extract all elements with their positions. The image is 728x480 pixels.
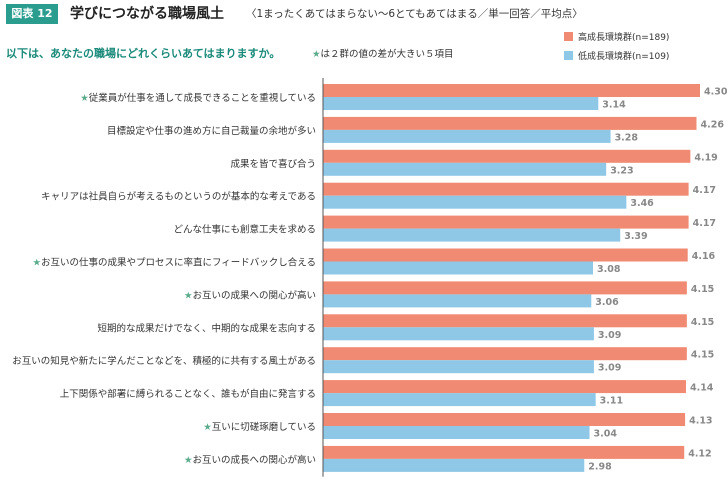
bar-low [323, 327, 594, 341]
category-text: 成果を皆で喜び合う [230, 158, 316, 170]
legend-item-high: 高成長環境群(n=189) [564, 30, 669, 43]
bar-low [323, 261, 594, 275]
category-label: 成果を皆で喜び合う [230, 158, 316, 170]
value-label-low: 3.39 [624, 231, 647, 242]
value-label-low: 2.98 [588, 461, 612, 472]
value-label-high: 4.17 [693, 218, 716, 229]
category-label: 短期的な成果だけでなく、中期的な成果を志向する [97, 322, 316, 334]
category-text: 目標設定や仕事の進め方に自己裁量の余地が多い [107, 125, 316, 137]
value-label-high: 4.26 [700, 119, 724, 130]
value-label-low: 3.08 [597, 264, 621, 275]
bar-low [323, 360, 594, 374]
value-label-low: 3.11 [600, 396, 623, 407]
value-label-low: 3.14 [602, 100, 626, 111]
bar-high [323, 149, 691, 163]
value-label-high: 4.16 [692, 251, 716, 262]
category-text: 上下関係や部署に縛られることなく、誰もが自由に発言する [60, 388, 316, 400]
star-icon: ★ [32, 258, 41, 269]
category-label: ★従業員が仕事を通して成長できることを重視している [80, 92, 316, 104]
category-label: ★互いに切磋琢磨している [203, 421, 316, 433]
category-text: 互いに切磋琢磨している [212, 421, 316, 433]
value-label-low: 3.06 [595, 297, 619, 308]
category-label: キャリアは社員自らが考えるものというのが基本的な考えである [41, 191, 316, 203]
legend-swatch-high [564, 32, 573, 41]
bar-high [323, 445, 685, 459]
category-label: ★お互いの成果への関心が高い [184, 289, 316, 301]
star-icon: ★ [184, 455, 193, 466]
bar-low [323, 162, 607, 176]
value-label-high: 4.15 [691, 284, 714, 295]
category-text: お互いの知見や新たに学んだことなどを、積極的に共有する風土がある [12, 355, 316, 367]
category-text: キャリアは社員自らが考えるものというのが基本的な考えである [41, 191, 316, 203]
chart-subtitle: 〈1まったくあてはまらない〜6とてもあてはまる／単一回答／平均点〉 [246, 8, 583, 20]
category-label: 目標設定や仕事の進め方に自己裁量の余地が多い [107, 125, 316, 137]
bar-high [323, 380, 686, 394]
category-label: お互いの知見や新たに学んだことなどを、積極的に共有する風土がある [12, 355, 316, 367]
bar-low [323, 393, 596, 407]
star-icon: ★ [80, 93, 89, 104]
star-note-text: は２群の値の差が大きい５項目 [320, 49, 454, 60]
category-text: お互いの成長への関心が高い [192, 454, 316, 466]
value-label-low: 3.09 [598, 363, 621, 374]
category-label: ★お互いの仕事の成果やプロセスに率直にフィードバックし合える [32, 257, 316, 269]
bar-low [323, 294, 592, 308]
bar-high [323, 84, 700, 97]
bar-high [323, 215, 689, 229]
legend-swatch-low [564, 51, 573, 60]
bar-low [323, 228, 621, 242]
value-label-high: 4.19 [694, 152, 717, 163]
star-icon: ★ [203, 422, 212, 433]
category-text: 短期的な成果だけでなく、中期的な成果を志向する [97, 322, 316, 334]
category-label: ★お互いの成長への関心が高い [184, 454, 316, 466]
legend-item-low: 低成長環境群(n=109) [564, 49, 669, 62]
value-label-high: 4.15 [691, 350, 714, 361]
bar-high [323, 281, 687, 295]
bar-high [323, 413, 686, 426]
bar-high [323, 182, 689, 196]
value-label-low: 3.23 [610, 165, 633, 176]
bar-high [323, 314, 687, 328]
bar-low [323, 129, 611, 143]
value-label-high: 4.12 [688, 448, 711, 459]
bar-low [323, 426, 590, 439]
bar-low [323, 458, 585, 472]
star-note: ★は２群の値の差が大きい５項目 [312, 46, 454, 60]
category-text: 従業員が仕事を通して成長できることを重視している [89, 92, 316, 104]
figure-label: 図表 12 [6, 4, 58, 24]
bar-high [323, 347, 687, 361]
bar-low [323, 195, 627, 209]
bar-low [323, 97, 599, 110]
legend-label-low: 低成長環境群(n=109) [578, 52, 670, 62]
legend-label-high: 高成長環境群(n=189) [578, 33, 670, 43]
value-label-high: 4.15 [691, 317, 714, 328]
category-text: どんな仕事にも創意工夫を求める [173, 224, 316, 236]
star-icon: ★ [312, 49, 321, 60]
category-label: 上下関係や部署に縛られることなく、誰もが自由に発言する [60, 388, 316, 400]
category-text: お互いの成果への関心が高い [192, 289, 316, 301]
value-label-low: 3.46 [630, 198, 654, 209]
value-label-low: 3.28 [615, 132, 639, 143]
bar-high [323, 248, 688, 262]
value-label-low: 3.04 [594, 429, 618, 440]
value-label-high: 4.17 [693, 185, 716, 196]
bar-high [323, 116, 697, 130]
value-label-high: 4.14 [690, 383, 714, 394]
value-label-high: 4.30 [704, 87, 728, 98]
star-icon: ★ [184, 290, 193, 301]
value-label-low: 3.09 [598, 330, 621, 341]
value-label-high: 4.13 [689, 416, 712, 427]
survey-question: 以下は、あなたの職場にどれくらいあてはまりますか。 [6, 47, 281, 60]
chart-title: 学びにつながる職場風土 [70, 6, 224, 22]
category-text: お互いの仕事の成果やプロセスに率直にフィードバックし合える [41, 257, 316, 269]
category-label: どんな仕事にも創意工夫を求める [173, 224, 316, 236]
